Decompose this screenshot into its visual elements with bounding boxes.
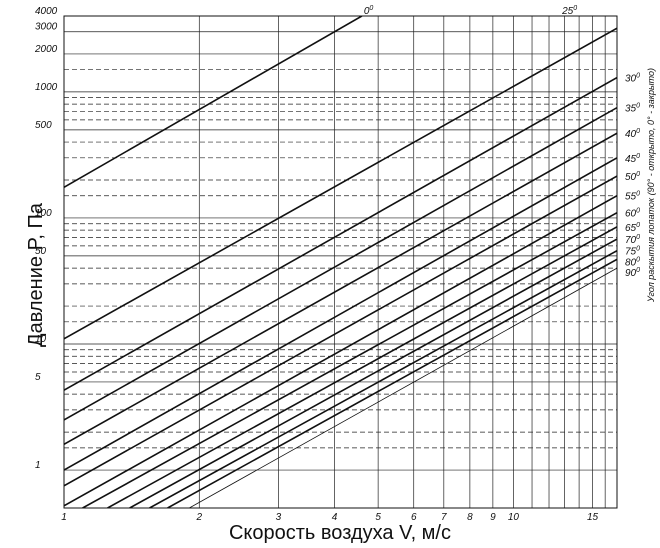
degree-superscript: 0 xyxy=(636,208,640,215)
x-tick-label: 6 xyxy=(411,512,417,523)
degree-superscript: 0 xyxy=(369,5,373,12)
y-tick-label: 5 xyxy=(35,372,41,383)
angle-label-45: 450 xyxy=(625,153,640,165)
angle-label-25: 250 xyxy=(561,5,577,17)
degree-superscript: 0 xyxy=(636,246,640,253)
degree-superscript: 0 xyxy=(636,222,640,229)
series-line-75 xyxy=(149,249,617,508)
y-tick-label: 50 xyxy=(35,246,47,257)
degree-superscript: 0 xyxy=(636,256,640,263)
degree-superscript: 0 xyxy=(636,234,640,241)
grid xyxy=(64,16,617,508)
x-tick-label: 7 xyxy=(441,512,447,523)
tick-labels: 1 2 3 4 5 6 7 8 9 10 15151050100500100020003000400… xyxy=(34,6,599,523)
degree-superscript: 0 xyxy=(636,103,640,110)
x-tick-label: 8 xyxy=(467,512,473,523)
x-tick-label: 2 xyxy=(196,512,203,523)
angle-label-40: 400 xyxy=(625,128,640,140)
series-line-80 xyxy=(167,258,617,508)
series-line-70 xyxy=(129,238,617,508)
angle-label-35: 350 xyxy=(625,103,640,115)
series-line-50 xyxy=(64,175,617,487)
degree-superscript: 0 xyxy=(636,267,640,274)
y-tick-label: 3000 xyxy=(35,22,58,33)
series-line-40 xyxy=(64,132,617,446)
series-line-45 xyxy=(64,157,617,471)
degree-superscript: 0 xyxy=(636,191,640,198)
series-line-0 xyxy=(64,16,363,189)
x-tick-label: 9 xyxy=(490,512,496,523)
right-axis-label: Угол раскытия лопаток (90° - открыто, 0°… xyxy=(646,68,656,303)
angle-label-50: 500 xyxy=(625,171,640,183)
degree-superscript: 0 xyxy=(636,171,640,178)
series-line-30 xyxy=(64,76,617,391)
y-tick-label: 500 xyxy=(35,120,52,131)
y-tick-label: 10 xyxy=(35,334,47,345)
degree-superscript: 0 xyxy=(636,73,640,80)
y-tick-label: 1000 xyxy=(35,82,58,93)
x-tick-label: 3 xyxy=(276,512,282,523)
y-tick-label: 1 xyxy=(35,460,41,471)
plot-frame xyxy=(63,15,618,509)
y-tick-label: 2000 xyxy=(34,44,58,55)
x-tick-label: 10 xyxy=(508,512,520,523)
series-line-60 xyxy=(82,212,617,508)
series-line-90 xyxy=(189,267,617,508)
x-tick-label: 5 xyxy=(375,512,381,523)
x-tick-label: 4 xyxy=(332,512,338,523)
series-line-55 xyxy=(64,195,617,507)
angle-label-30: 300 xyxy=(625,73,640,85)
y-tick-label: 100 xyxy=(35,208,52,219)
series-line-65 xyxy=(107,226,617,508)
x-tick-label: 15 xyxy=(587,512,599,523)
series-line-25 xyxy=(64,27,617,340)
angle-label-70: 700 xyxy=(625,234,640,246)
angle-label-65: 650 xyxy=(625,222,640,234)
series-lines xyxy=(64,16,617,508)
degree-superscript: 0 xyxy=(573,5,577,12)
x-tick-label: 1 xyxy=(61,512,67,523)
degree-superscript: 0 xyxy=(636,153,640,160)
angle-label-55: 550 xyxy=(625,191,640,203)
degree-superscript: 0 xyxy=(636,128,640,135)
y-axis-label: Давление P, Па xyxy=(25,202,47,347)
series-line-35 xyxy=(64,106,617,421)
x-axis-label: Скорость воздуха V, м/с xyxy=(229,522,451,544)
angle-label-0: 00 xyxy=(364,5,374,17)
angle-label-90: 900 xyxy=(625,267,640,279)
y-tick-label: 4000 xyxy=(35,6,58,17)
angle-label-60: 600 xyxy=(625,208,640,220)
